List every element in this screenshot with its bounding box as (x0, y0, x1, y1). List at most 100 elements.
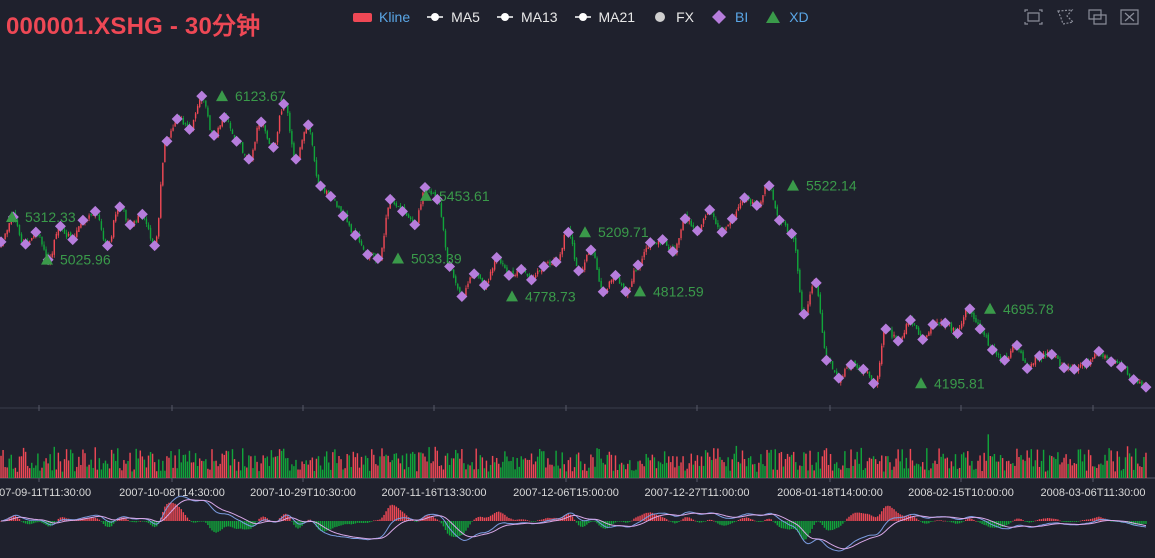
xd-point[interactable] (506, 290, 518, 302)
bi-point[interactable] (444, 260, 456, 272)
candle[interactable] (833, 369, 836, 374)
candle[interactable] (739, 200, 742, 210)
candle[interactable] (668, 244, 670, 251)
candle[interactable] (90, 213, 92, 217)
candle[interactable] (1139, 378, 1141, 384)
candle[interactable] (571, 234, 574, 247)
candle[interactable] (717, 220, 719, 230)
bi-point[interactable] (868, 377, 880, 389)
bi-point[interactable] (243, 153, 255, 165)
bi-point[interactable] (372, 253, 384, 265)
candle[interactable] (1010, 348, 1012, 359)
candle[interactable] (442, 216, 445, 232)
candle[interactable] (280, 109, 283, 116)
candle[interactable] (1057, 355, 1059, 359)
candle[interactable] (819, 292, 822, 315)
candle[interactable] (147, 222, 150, 231)
bi-point[interactable] (620, 285, 632, 297)
candle[interactable] (18, 224, 21, 237)
candle[interactable] (418, 208, 420, 225)
candle[interactable] (514, 273, 516, 278)
bi-point[interactable] (751, 199, 763, 211)
candle[interactable] (244, 153, 246, 157)
candle[interactable] (573, 240, 576, 262)
candle[interactable] (219, 125, 221, 130)
candle[interactable] (16, 217, 19, 228)
candle[interactable] (137, 214, 139, 224)
candle[interactable] (975, 315, 977, 324)
bi-point[interactable] (573, 265, 585, 277)
legend-item-kline[interactable]: Kline (352, 9, 410, 25)
candle[interactable] (63, 227, 66, 234)
candle[interactable] (797, 249, 799, 274)
candle[interactable] (960, 320, 963, 330)
candle[interactable] (420, 201, 422, 211)
bi-point[interactable] (892, 335, 904, 347)
candle[interactable] (676, 242, 678, 256)
bi-point[interactable] (54, 220, 66, 232)
candle[interactable] (444, 228, 447, 251)
candle[interactable] (561, 247, 563, 258)
bi-point[interactable] (657, 234, 669, 246)
candle[interactable] (182, 115, 185, 125)
bi-point[interactable] (810, 277, 822, 289)
candle[interactable] (823, 330, 826, 349)
candle[interactable] (43, 241, 45, 251)
candle[interactable] (997, 352, 1000, 358)
candle[interactable] (76, 227, 78, 239)
candle[interactable] (883, 330, 885, 348)
bi-point[interactable] (302, 119, 314, 131)
lasso-select-icon[interactable] (1055, 8, 1076, 26)
candle[interactable] (125, 209, 127, 223)
bi-point[interactable] (409, 219, 421, 231)
candle[interactable] (287, 103, 289, 116)
candle[interactable] (446, 247, 449, 265)
bi-point[interactable] (667, 246, 679, 258)
candle[interactable] (311, 131, 314, 147)
bi-point[interactable] (562, 226, 574, 238)
candle[interactable] (387, 207, 389, 220)
bi-point[interactable] (0, 236, 7, 248)
candle[interactable] (784, 220, 787, 227)
bi-point[interactable] (456, 291, 468, 303)
bi-point[interactable] (691, 225, 703, 237)
candle[interactable] (928, 331, 930, 337)
candle[interactable] (1024, 358, 1026, 364)
candle[interactable] (715, 216, 717, 225)
bi-point[interactable] (114, 201, 126, 213)
bi-point[interactable] (917, 333, 929, 345)
candle[interactable] (526, 273, 529, 278)
bi-point[interactable] (396, 205, 408, 217)
bi-point[interactable] (526, 274, 538, 286)
candle[interactable] (55, 231, 58, 240)
candle[interactable] (358, 231, 361, 244)
bi-point[interactable] (503, 269, 515, 281)
candle[interactable] (489, 269, 492, 281)
candle[interactable] (893, 331, 895, 339)
bi-point[interactable] (597, 286, 609, 298)
candle[interactable] (289, 111, 291, 134)
bi-point[interactable] (478, 279, 490, 291)
candle[interactable] (266, 129, 269, 140)
candle[interactable] (762, 194, 764, 205)
candle[interactable] (504, 263, 506, 269)
candle[interactable] (493, 259, 496, 272)
candle[interactable] (362, 245, 365, 251)
candle[interactable] (610, 279, 613, 285)
candle[interactable] (397, 205, 400, 207)
candle[interactable] (301, 139, 303, 151)
bi-point[interactable] (171, 113, 183, 125)
candle[interactable] (725, 226, 727, 231)
candle[interactable] (1079, 362, 1082, 369)
candle[interactable] (727, 224, 729, 227)
candle[interactable] (1034, 355, 1037, 367)
zoom-icon[interactable] (1023, 8, 1044, 26)
candle[interactable] (373, 252, 375, 257)
legend[interactable]: Kline MA5 MA13 MA21 FX BI XD (352, 9, 809, 25)
candle[interactable] (51, 251, 53, 259)
candle[interactable] (41, 236, 43, 247)
candle[interactable] (162, 162, 164, 187)
candle[interactable] (409, 215, 412, 222)
candle[interactable] (680, 228, 682, 241)
